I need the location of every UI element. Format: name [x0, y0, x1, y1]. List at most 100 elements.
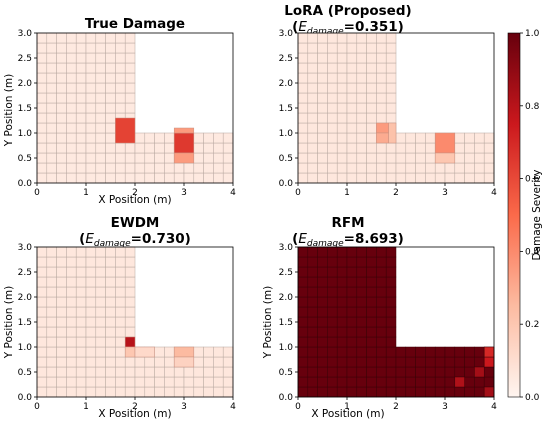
mesh-cell — [385, 256, 397, 268]
mesh-cell — [346, 112, 358, 124]
mesh-cell — [346, 306, 358, 318]
mesh-cell — [376, 326, 387, 338]
mesh-cell — [317, 42, 328, 54]
mesh-cell — [193, 152, 204, 164]
mesh-cell — [327, 162, 338, 174]
mesh-cell — [46, 376, 57, 388]
mesh-cell — [46, 346, 57, 358]
mesh-cell — [307, 296, 318, 308]
mesh-cell — [124, 52, 136, 64]
mesh-cell — [46, 132, 57, 144]
mesh-cell — [95, 336, 106, 348]
y-tick-label: 2.5 — [18, 268, 32, 278]
mesh-cell — [405, 162, 416, 174]
mesh-cell — [297, 52, 309, 64]
mesh-cell — [85, 246, 97, 258]
mesh-cell — [36, 32, 48, 44]
mesh-cell — [376, 52, 387, 64]
mesh-cell — [307, 356, 318, 368]
mesh-cell — [115, 366, 126, 378]
mesh-cell — [193, 376, 204, 388]
mesh-cell — [336, 346, 348, 358]
y-tick-label: 1.5 — [279, 318, 293, 328]
mesh-cell — [317, 62, 328, 74]
mesh-cell — [46, 82, 57, 94]
mesh-cell — [85, 266, 97, 278]
mesh-cell — [56, 112, 67, 124]
mesh-cell — [385, 102, 397, 114]
mesh-cell — [415, 386, 426, 398]
mesh-cell — [434, 162, 446, 174]
mesh-cell — [454, 366, 465, 378]
mesh-cell — [336, 32, 348, 44]
mesh-cell — [105, 306, 116, 318]
mesh-cell — [154, 142, 165, 154]
mesh-cell — [95, 256, 106, 268]
y-axis-label: Y Position (m) — [262, 286, 274, 359]
mesh-cell — [75, 82, 87, 94]
mesh-cell — [75, 306, 87, 318]
mesh-cell — [203, 162, 214, 174]
mesh-cell — [307, 152, 318, 164]
mesh-cell — [356, 276, 367, 288]
mesh-cell — [56, 296, 67, 308]
mesh-cell — [297, 62, 309, 74]
mesh-cell — [483, 152, 495, 164]
mesh-cell — [405, 356, 416, 368]
mesh-cell — [36, 256, 48, 268]
mesh-cell — [385, 82, 397, 94]
mesh-cell — [297, 366, 309, 378]
mesh-cell — [366, 386, 377, 398]
mesh-cell — [366, 92, 377, 104]
x-axis-label: X Position (m) — [311, 408, 384, 420]
mesh-cell — [134, 162, 146, 174]
mesh-cell — [56, 376, 67, 388]
mesh-cell — [454, 142, 465, 154]
mesh-cell — [317, 386, 328, 398]
mesh-cell — [115, 142, 126, 154]
damage-cell — [474, 366, 485, 378]
mesh-cell — [395, 346, 407, 358]
mesh-cell — [464, 162, 475, 174]
mesh-cell — [307, 162, 318, 174]
mesh-cell — [105, 72, 116, 84]
y-tick-label: 0.5 — [279, 154, 293, 164]
mesh-cell — [327, 102, 338, 114]
mesh-cell — [356, 112, 367, 124]
y-tick-label: 3.0 — [279, 29, 294, 39]
mesh-cell — [56, 256, 67, 268]
mesh-cell — [66, 52, 77, 64]
mesh-cell — [85, 162, 97, 174]
mesh-cell — [193, 366, 204, 378]
mesh-cell — [36, 122, 48, 134]
x-tick-label: 4 — [491, 188, 497, 198]
mesh-cell — [346, 82, 358, 94]
mesh-cell — [85, 142, 97, 154]
mesh-cell — [307, 142, 318, 154]
mesh-cell — [385, 336, 397, 348]
heatmap-ewdm: 0 1 2 3 4 0.0 0.5 1.0 1.5 2.0 2.5 3.0 — [18, 243, 236, 412]
mesh-cell — [434, 346, 446, 358]
mesh-cell — [346, 92, 358, 104]
mesh-cell — [327, 112, 338, 124]
mesh-cell — [327, 376, 338, 388]
mesh-cell — [115, 386, 126, 398]
panel-title: RFM — [331, 215, 364, 231]
mesh-cell — [183, 366, 195, 378]
mesh-cell — [66, 346, 77, 358]
mesh-cell — [154, 356, 165, 368]
mesh-cell — [336, 82, 348, 94]
mesh-cell — [425, 142, 436, 154]
mesh-cell — [144, 132, 155, 144]
mesh-cell — [213, 172, 224, 184]
mesh-cell — [346, 366, 358, 378]
mesh-cell — [336, 132, 348, 144]
mesh-cell — [297, 172, 309, 184]
mesh-cell — [366, 42, 377, 54]
mesh-cell — [46, 142, 57, 154]
mesh-cell — [317, 246, 328, 258]
mesh-cell — [75, 102, 87, 114]
mesh-cell — [356, 366, 367, 378]
mesh-cell — [395, 132, 407, 144]
mesh-cell — [336, 256, 348, 268]
